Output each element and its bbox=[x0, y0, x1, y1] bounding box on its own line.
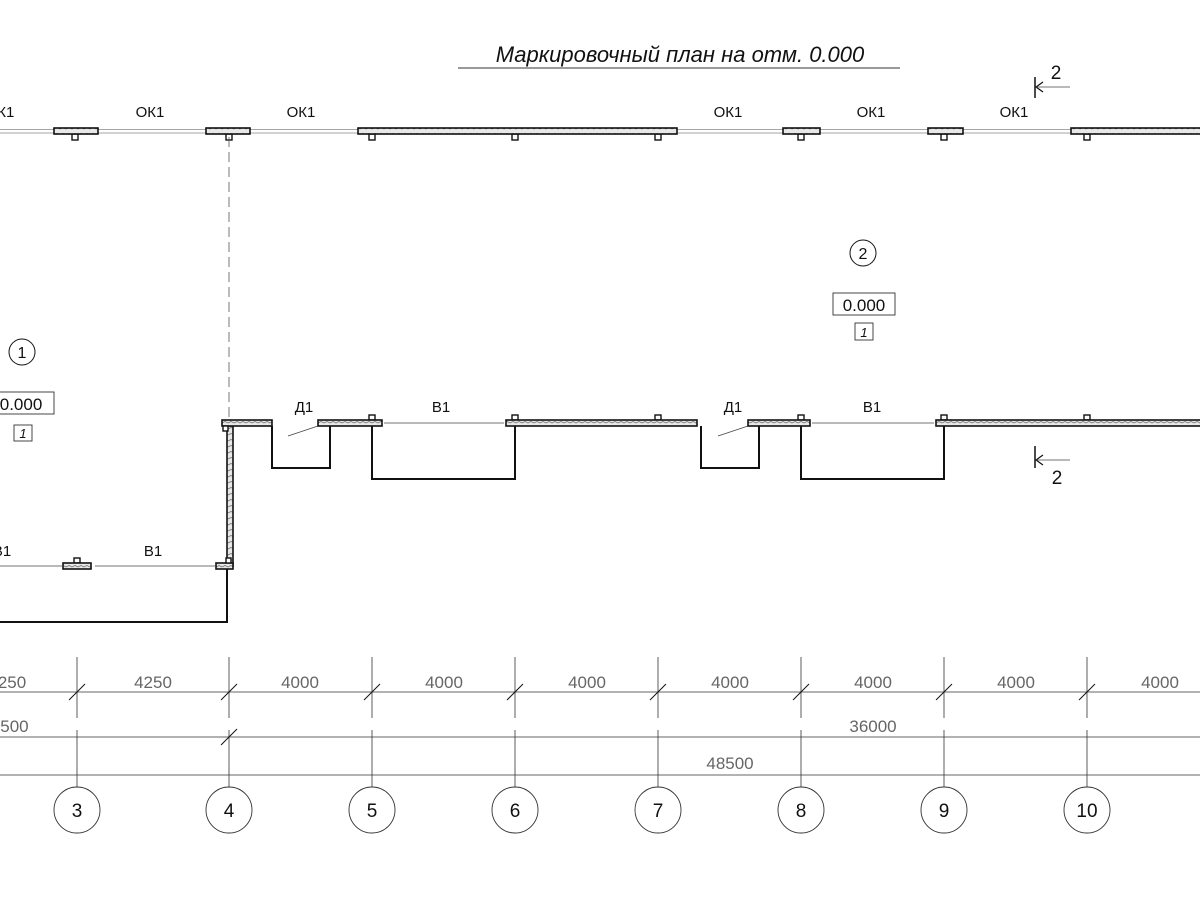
dimension-tick bbox=[220, 728, 238, 746]
dimension-total: 48500 bbox=[706, 754, 753, 773]
window-label: ОК1 bbox=[136, 104, 165, 121]
opening-labels: Д1 В1 Д1 В1 В1 В1 bbox=[0, 399, 881, 560]
axis-label: 10 bbox=[1076, 801, 1097, 822]
axis-label: 5 bbox=[367, 801, 378, 822]
axis-4: 4 bbox=[205, 657, 253, 834]
room-elevation: 0.000 bbox=[843, 296, 886, 315]
dimension-tick bbox=[220, 683, 238, 701]
axis-bubble bbox=[920, 786, 968, 834]
axis-bubble bbox=[634, 786, 682, 834]
middle-wall bbox=[221, 414, 1200, 567]
gate-label: В1 bbox=[863, 399, 881, 416]
dimension-value: 4250 bbox=[134, 673, 172, 692]
room-1-marker: 1 0.000 1 bbox=[0, 338, 55, 442]
axis-7: 7 bbox=[634, 657, 682, 834]
dimension-value: 36000 bbox=[849, 717, 896, 736]
axis-bubble bbox=[53, 786, 101, 834]
dimension-value: 12500 bbox=[0, 717, 29, 736]
axis-bubble bbox=[1063, 786, 1111, 834]
axis-label: 7 bbox=[653, 801, 664, 822]
door-label: Д1 bbox=[295, 399, 314, 416]
axis-label: 8 bbox=[796, 801, 807, 822]
floor-type: 1 bbox=[19, 426, 26, 441]
section-mark-top: 2 bbox=[1034, 63, 1070, 98]
dimension-value: 4000 bbox=[997, 673, 1035, 692]
gate-label: В1 bbox=[0, 543, 11, 560]
section-mark-bottom: 2 bbox=[1034, 446, 1070, 489]
dimension-texts: 250 4250 4000 4000 4000 4000 4000 4000 4… bbox=[0, 673, 1179, 773]
dimension-tick bbox=[506, 683, 524, 701]
axis-8: 8 bbox=[777, 657, 825, 834]
axis-label: 3 bbox=[72, 801, 83, 822]
room-number: 2 bbox=[859, 246, 868, 263]
drawing-title: Маркировочный план на отм. 0.000 bbox=[496, 42, 865, 67]
floor-type: 1 bbox=[860, 325, 867, 340]
window-labels: ОК1 ОК1 ОК1 ОК1 ОК1 ОК1 bbox=[0, 104, 1028, 121]
axis-9: 9 bbox=[920, 657, 968, 834]
window-label: ОК1 bbox=[0, 104, 14, 121]
dimension-value: 4000 bbox=[425, 673, 463, 692]
dimension-value: 4000 bbox=[1141, 673, 1179, 692]
door-label: Д1 bbox=[724, 399, 743, 416]
dimension-value: 250 bbox=[0, 673, 26, 692]
dimension-value: 4000 bbox=[281, 673, 319, 692]
axis-label: 6 bbox=[510, 801, 521, 822]
window-label: ОК1 bbox=[287, 104, 316, 121]
axis-bubble bbox=[777, 786, 825, 834]
dimension-tick bbox=[649, 683, 667, 701]
dimension-tick bbox=[363, 683, 381, 701]
axis-bubble bbox=[491, 786, 539, 834]
axis-bubble bbox=[205, 786, 253, 834]
lower-wall bbox=[0, 557, 234, 623]
section-number: 2 bbox=[1051, 63, 1062, 84]
section-number: 2 bbox=[1052, 468, 1063, 489]
dimension-value: 4000 bbox=[711, 673, 749, 692]
top-wall bbox=[0, 127, 1200, 141]
window-label: ОК1 bbox=[1000, 104, 1029, 121]
axis-bubble bbox=[348, 786, 396, 834]
dimension-tick bbox=[935, 683, 953, 701]
axis-6: 6 bbox=[491, 657, 539, 834]
axis-label: 4 bbox=[224, 801, 235, 822]
gate-label: В1 bbox=[432, 399, 450, 416]
dimension-tick bbox=[792, 683, 810, 701]
axis-label: 9 bbox=[939, 801, 950, 822]
room-elevation: 0.000 bbox=[0, 395, 42, 414]
grid-axes: 3 4 5 6 7 8 9 10 bbox=[53, 657, 1111, 834]
window-label: ОК1 bbox=[857, 104, 886, 121]
dimension-tick bbox=[1078, 683, 1096, 701]
axis-5: 5 bbox=[348, 657, 396, 834]
axis-10: 10 bbox=[1063, 657, 1111, 834]
window-label: ОК1 bbox=[714, 104, 743, 121]
dimension-value: 4000 bbox=[854, 673, 892, 692]
room-number: 1 bbox=[18, 345, 27, 362]
room-2-marker: 2 0.000 1 bbox=[832, 239, 896, 341]
dimension-lines bbox=[0, 691, 1200, 776]
dimension-tick bbox=[68, 683, 86, 701]
axis-3: 3 bbox=[53, 657, 101, 834]
dimension-value: 4000 bbox=[568, 673, 606, 692]
gate-label: В1 bbox=[144, 543, 162, 560]
